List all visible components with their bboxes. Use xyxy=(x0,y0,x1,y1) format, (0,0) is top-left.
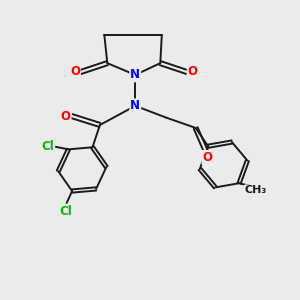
Text: O: O xyxy=(70,65,80,79)
Text: Cl: Cl xyxy=(41,140,54,153)
Text: Cl: Cl xyxy=(60,205,73,218)
Text: N: N xyxy=(130,99,140,112)
Text: O: O xyxy=(188,65,198,79)
Text: O: O xyxy=(61,110,70,123)
Text: CH₃: CH₃ xyxy=(245,185,267,195)
Text: N: N xyxy=(130,68,140,81)
Text: O: O xyxy=(202,151,212,164)
